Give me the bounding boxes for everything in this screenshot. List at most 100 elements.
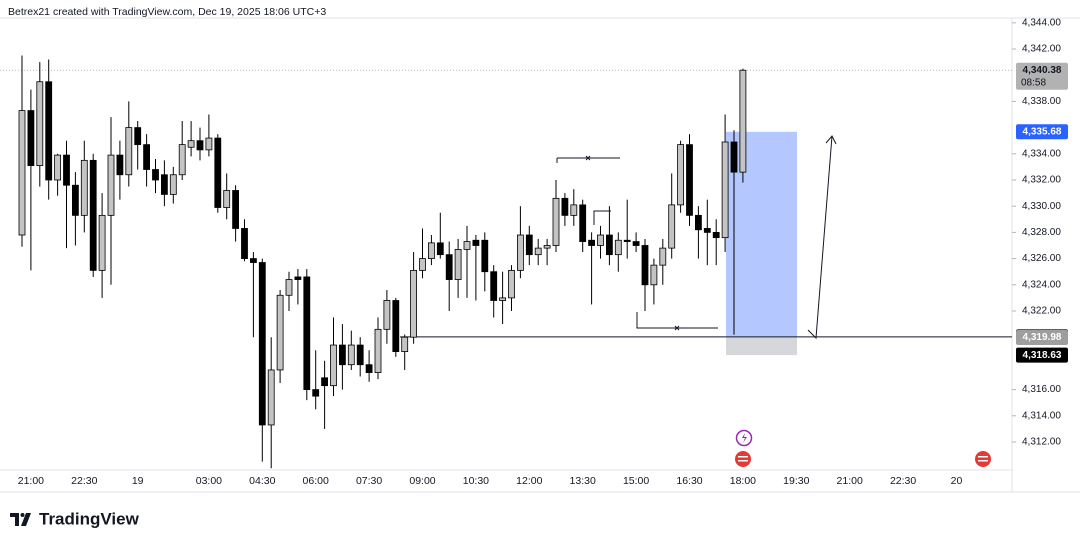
y-tick-label: 4,314.00: [1022, 410, 1061, 421]
candle-body: [525, 234, 533, 256]
candle-body: [588, 239, 595, 246]
y-tick-label: 4,326.00: [1022, 253, 1061, 264]
candle-body: [143, 144, 151, 170]
event-flag: [975, 451, 991, 467]
candle-body: [481, 239, 489, 273]
projection-arrow: [807, 135, 833, 340]
y-tick-label: 4,332.00: [1022, 175, 1061, 186]
countdown-label: 08:58: [1021, 77, 1046, 88]
candle-body: [445, 254, 453, 280]
candle-body: [739, 69, 747, 173]
candle-body: [321, 377, 329, 387]
candle-body: [392, 300, 400, 353]
candle-body: [267, 369, 275, 426]
candle-body: [223, 190, 231, 208]
candle-body: [45, 81, 53, 181]
candle-body: [258, 262, 266, 426]
candle-body: [454, 249, 462, 280]
candle-body: [187, 140, 195, 148]
candle-body: [338, 344, 346, 366]
candle-body: [374, 328, 382, 373]
y-tick-label: 4,312.00: [1022, 437, 1061, 448]
event-icon-bolt: [742, 433, 747, 443]
arrow-head: [825, 135, 837, 145]
candle-body: [579, 204, 587, 242]
candle-body: [169, 174, 177, 195]
level-marker: [585, 155, 591, 161]
candle-body: [98, 214, 106, 271]
candle-body: [89, 159, 97, 271]
candle-body: [401, 336, 409, 353]
candle-body: [294, 276, 302, 280]
x-tick-label: 15:00: [623, 475, 649, 487]
candle-body: [552, 197, 560, 246]
price-tag-label: 4,335.68: [1023, 126, 1062, 137]
candle-body: [18, 110, 26, 236]
candle-body: [285, 279, 293, 296]
x-tick-label: 09:00: [409, 475, 435, 487]
candle-body: [347, 344, 355, 366]
x-tick-label: 22:30: [71, 475, 97, 487]
candle-body: [36, 81, 44, 166]
price-tag: [1016, 62, 1068, 90]
x-tick-label: 07:30: [356, 475, 382, 487]
candle-body: [419, 258, 426, 271]
candle-body: [641, 245, 649, 286]
drawings: [556, 135, 837, 340]
y-tick-label: 4,324.00: [1022, 279, 1061, 290]
event-flag-stripe: [978, 456, 988, 458]
candle-body: [125, 127, 133, 176]
candle-body: [570, 204, 578, 216]
candle-body: [499, 297, 507, 301]
y-tick-label: 4,316.00: [1022, 384, 1061, 395]
brand-name: TradingView: [39, 509, 140, 528]
candle-body: [27, 110, 35, 166]
y-tick-label: 4,344.00: [1022, 17, 1061, 28]
price-tag: [1016, 347, 1068, 363]
candle-body: [659, 247, 667, 266]
brand: TradingView: [10, 509, 140, 528]
candle-body: [276, 294, 284, 371]
candle-body: [623, 239, 631, 242]
candle-body: [312, 389, 320, 397]
candle-body: [730, 141, 738, 173]
candle-body: [543, 245, 551, 249]
y-tick-label: 4,342.00: [1022, 44, 1061, 55]
price-tag-label: 4,340.38: [1023, 65, 1062, 76]
candle-body: [668, 204, 676, 249]
candle-body: [632, 241, 640, 246]
y-tick-label: 4,328.00: [1022, 227, 1061, 238]
candle-body: [650, 264, 658, 286]
x-tick-label: 16:30: [676, 475, 702, 487]
candle-body: [614, 239, 622, 256]
level-marker: [674, 325, 680, 331]
y-tick-label: 4,338.00: [1022, 96, 1061, 107]
candle-body: [365, 364, 373, 373]
candle-body: [232, 190, 240, 229]
candles: [18, 55, 747, 469]
candle-body: [160, 174, 168, 195]
candle-body: [54, 154, 61, 181]
candle-body: [508, 269, 515, 299]
candle-body: [597, 234, 604, 246]
candle-body: [80, 159, 88, 216]
level-line: [636, 312, 718, 329]
price-tag-label: 4,319.98: [1023, 332, 1062, 343]
candle-body: [427, 242, 435, 259]
x-tick-label: 10:30: [463, 475, 489, 487]
candle-body: [116, 154, 124, 176]
candle-body: [134, 127, 142, 146]
candle-body: [490, 271, 498, 301]
stop-zone: [726, 336, 797, 356]
candle-body: [517, 234, 524, 271]
event-flag-stripe: [978, 460, 988, 462]
x-tick-label: 20: [951, 475, 963, 487]
candle-body: [436, 242, 444, 256]
candle-body: [463, 241, 471, 250]
target-zone: [726, 131, 797, 337]
x-tick-label: 18:00: [730, 475, 756, 487]
candle-body: [561, 197, 569, 216]
x-tick-label: 19:30: [783, 475, 809, 487]
candle-body: [356, 344, 364, 366]
